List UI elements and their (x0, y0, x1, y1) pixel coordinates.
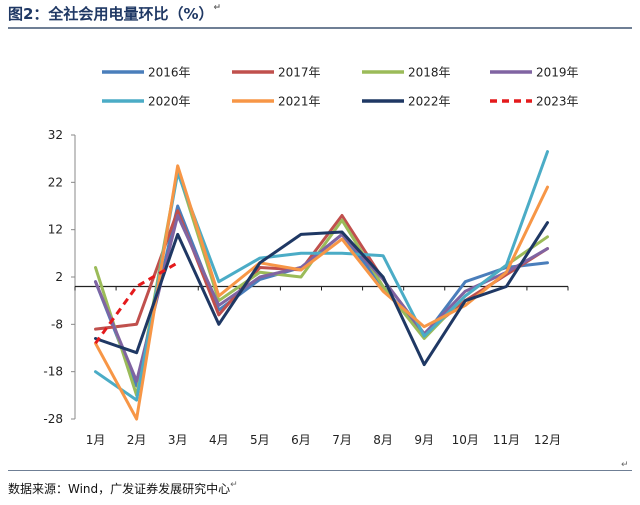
x-tick-label: 4月 (209, 433, 229, 447)
x-tick-label: 8月 (373, 433, 393, 447)
legend-label: 2019年 (536, 66, 579, 80)
y-tick-label: 12 (48, 223, 63, 237)
x-tick-label: 9月 (414, 433, 434, 447)
x-tick-label: 1月 (86, 433, 106, 447)
legend-item: 2023年 (490, 95, 579, 109)
source-text: 数据来源：Wind，广发证券发展研究中心 (8, 482, 231, 496)
source-note: 数据来源：Wind，广发证券发展研究中心 ↵ (8, 480, 238, 497)
electricity-mom-line-chart: 32 22 12 2 -8 -18 -28 1月 2月 3月 4月 5月 6月 7月 8月 9月 10月 11月 1… (43, 66, 579, 448)
x-tick-label: 3月 (168, 433, 188, 447)
series-line-2021年 (94, 164, 549, 421)
x-tick-label: 12月 (534, 433, 561, 447)
legend-item: 2018年 (362, 66, 451, 80)
y-tick-label: 22 (48, 175, 63, 189)
series-line-2023年 (94, 261, 179, 345)
x-tick-label: 11月 (493, 433, 520, 447)
y-tick-label: 32 (48, 128, 63, 142)
legend-label: 2020年 (148, 95, 191, 109)
figure-title-text: 图2：全社会用电量环比（%） (8, 5, 214, 23)
x-tick-label: 7月 (332, 433, 352, 447)
legend-item: 2019年 (490, 66, 579, 80)
corner-paragraph-mark: ↵ (621, 460, 629, 470)
legend-item: 2016年 (102, 66, 191, 80)
legend-label: 2018年 (408, 66, 451, 80)
title-divider (8, 27, 632, 29)
legend-label: 2021年 (278, 95, 321, 109)
legend-item: 2020年 (102, 95, 191, 109)
figure-title: 图2：全社会用电量环比（%） ↵ (8, 3, 221, 24)
y-tick-label: -18 (43, 365, 63, 379)
y-tick-label: -8 (51, 317, 63, 331)
legend-label: 2023年 (536, 95, 579, 109)
x-tick-label: 6月 (291, 433, 311, 447)
y-tick-label: 2 (55, 270, 63, 284)
series-line-2019年 (94, 214, 549, 383)
source-divider (8, 470, 632, 471)
x-tick-label: 2月 (127, 433, 147, 447)
series-line-2022年 (94, 221, 549, 367)
series-line-2018年 (94, 169, 549, 397)
source-paragraph-mark: ↵ (230, 480, 238, 490)
series-line-2017年 (94, 209, 549, 336)
legend-label: 2016年 (148, 66, 191, 80)
y-tick-label: -28 (43, 412, 63, 426)
legend-item: 2021年 (232, 95, 321, 109)
x-tick-label: 5月 (250, 433, 270, 447)
legend-item: 2022年 (362, 95, 451, 109)
legend-label: 2017年 (278, 66, 321, 80)
legend-label: 2022年 (408, 95, 451, 109)
paragraph-mark: ↵ (213, 3, 222, 13)
legend-item: 2017年 (232, 66, 321, 80)
x-tick-label: 10月 (452, 433, 479, 447)
